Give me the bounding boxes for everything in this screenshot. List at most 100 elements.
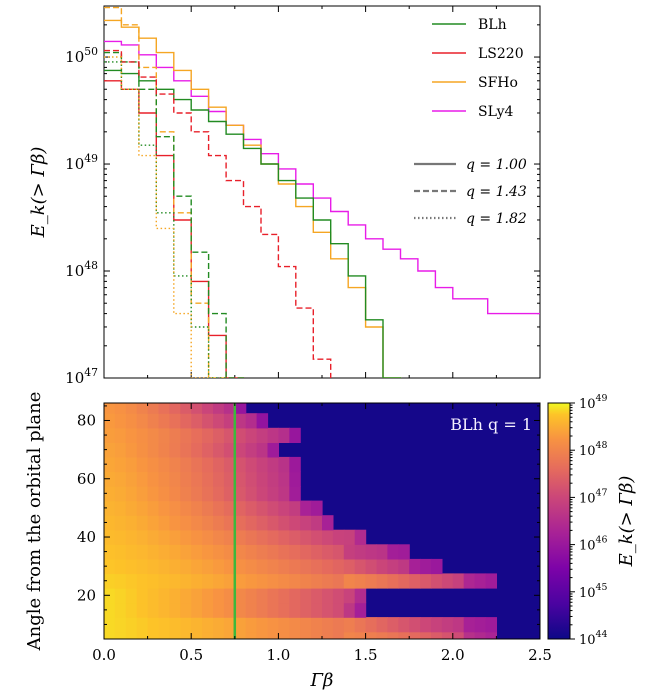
heatmap-cell (136, 631, 149, 639)
heatmap-cell (332, 544, 345, 560)
heatmap-cell (234, 486, 247, 502)
heatmap-cell (398, 617, 410, 633)
heatmap-cell (223, 427, 236, 443)
heatmap-cell (191, 486, 203, 502)
heatmap-cell (114, 602, 127, 618)
heatmap-cell (267, 515, 279, 531)
heatmap-cell (409, 631, 421, 639)
heatmap-cell (213, 515, 225, 531)
heatmap-cell (169, 442, 181, 458)
heatmap-cell (158, 515, 170, 531)
heatmap-cell (322, 617, 334, 633)
heatmap-cell (409, 573, 421, 589)
heatmap-cell (234, 544, 247, 560)
top-y-tick-labels: 1047 1048 1049 1050 (65, 45, 98, 387)
heatmap-cell (147, 602, 160, 618)
legend-label-blh: BLh (478, 17, 507, 33)
heatmap-cell (104, 602, 116, 618)
heatmap-cell (387, 617, 399, 633)
heatmap-cell (180, 500, 192, 516)
heatmap-cell (234, 602, 247, 618)
heatmap-cell (125, 427, 138, 443)
heatmap-cell (322, 544, 334, 560)
heatmap-cell (213, 544, 225, 560)
heatmap-cell (180, 427, 192, 443)
heatmap-cell (463, 617, 476, 633)
heatmap-cell (256, 544, 269, 560)
heatmap-cell (267, 544, 279, 560)
heatmap-cell (289, 486, 301, 502)
heatmap-cell (125, 403, 138, 414)
heatmap-cell (278, 486, 290, 502)
heatmap-cell (256, 456, 269, 473)
heatmap-cell (136, 544, 149, 560)
heatmap-cell (343, 588, 356, 604)
heatmap-cell (169, 558, 181, 575)
colorbar-tick-label: 1045 (579, 582, 607, 601)
top-ticks (103, 6, 541, 379)
heatmap-cell (223, 471, 236, 487)
heatmap-cell (267, 631, 279, 639)
heatmap-cell (180, 413, 192, 429)
heatmap-cell (463, 573, 476, 589)
heatmap-cell (365, 544, 378, 560)
heatmap-cell (223, 500, 236, 516)
heatmap-cell (289, 529, 301, 545)
heatmap-cell (147, 544, 160, 560)
heatmap-cell (202, 403, 214, 414)
colorbar-tick-label: 1046 (579, 535, 607, 554)
heatmap-cells (104, 403, 540, 639)
heatmap-cell (169, 427, 181, 443)
heatmap-cell (213, 588, 225, 604)
x-tick-label: 2.5 (528, 646, 552, 664)
heatmap-annotation: BLh q = 1 (450, 415, 532, 434)
heatmap-cell (431, 558, 443, 575)
heatmap-cell (223, 617, 236, 633)
heatmap-cell (452, 573, 465, 589)
heatmap-cell (289, 456, 301, 473)
heatmap-cell (354, 529, 367, 545)
heatmap-cell (104, 427, 116, 443)
heatmap-cell (278, 602, 290, 618)
heatmap-cell (169, 486, 181, 502)
heatmap-cell (376, 617, 388, 633)
heatmap-cell (158, 413, 170, 429)
heatmap-cell (213, 456, 225, 473)
heatmap-cell (256, 631, 269, 639)
heatmap-cell (191, 558, 203, 575)
y-tick-label: 80 (77, 411, 96, 429)
heatmap-cell (409, 558, 421, 575)
heatmap-cell (147, 471, 160, 487)
heatmap-cell (202, 529, 214, 545)
heatmap-cell (256, 617, 269, 633)
heatmap-cell (300, 588, 312, 604)
y-tick-label: 60 (77, 470, 96, 488)
heatmap-cell (125, 529, 138, 545)
heatmap-cell (191, 500, 203, 516)
heatmap-cell (343, 631, 356, 639)
heatmap-cell (158, 403, 170, 414)
heatmap-cell (158, 456, 170, 473)
heatmap-cell (300, 631, 312, 639)
heatmap-cell (147, 573, 160, 589)
heatmap-cell (169, 529, 181, 545)
heatmap-cell (169, 602, 181, 618)
heatmap-cell (191, 588, 203, 604)
y-tick-label: 40 (77, 528, 96, 546)
y-tick-label: 20 (77, 586, 96, 604)
heatmap-cell (289, 544, 301, 560)
heatmap-cell (147, 500, 160, 516)
heatmap-cell (223, 573, 236, 589)
series-line-sfho-q1.82 (104, 56, 210, 378)
heatmap-cell (234, 500, 247, 516)
heatmap-cell (431, 573, 443, 589)
x-tick-label: 1.0 (266, 646, 290, 664)
heatmap-cell (169, 631, 181, 639)
heatmap-cell (169, 515, 181, 531)
heatmap-cell (114, 413, 127, 429)
heatmap-cell (136, 486, 149, 502)
heatmap-cell (256, 529, 269, 545)
heatmap-cell (125, 515, 138, 531)
heatmap-cell (322, 558, 334, 575)
heatmap-cell (180, 602, 192, 618)
